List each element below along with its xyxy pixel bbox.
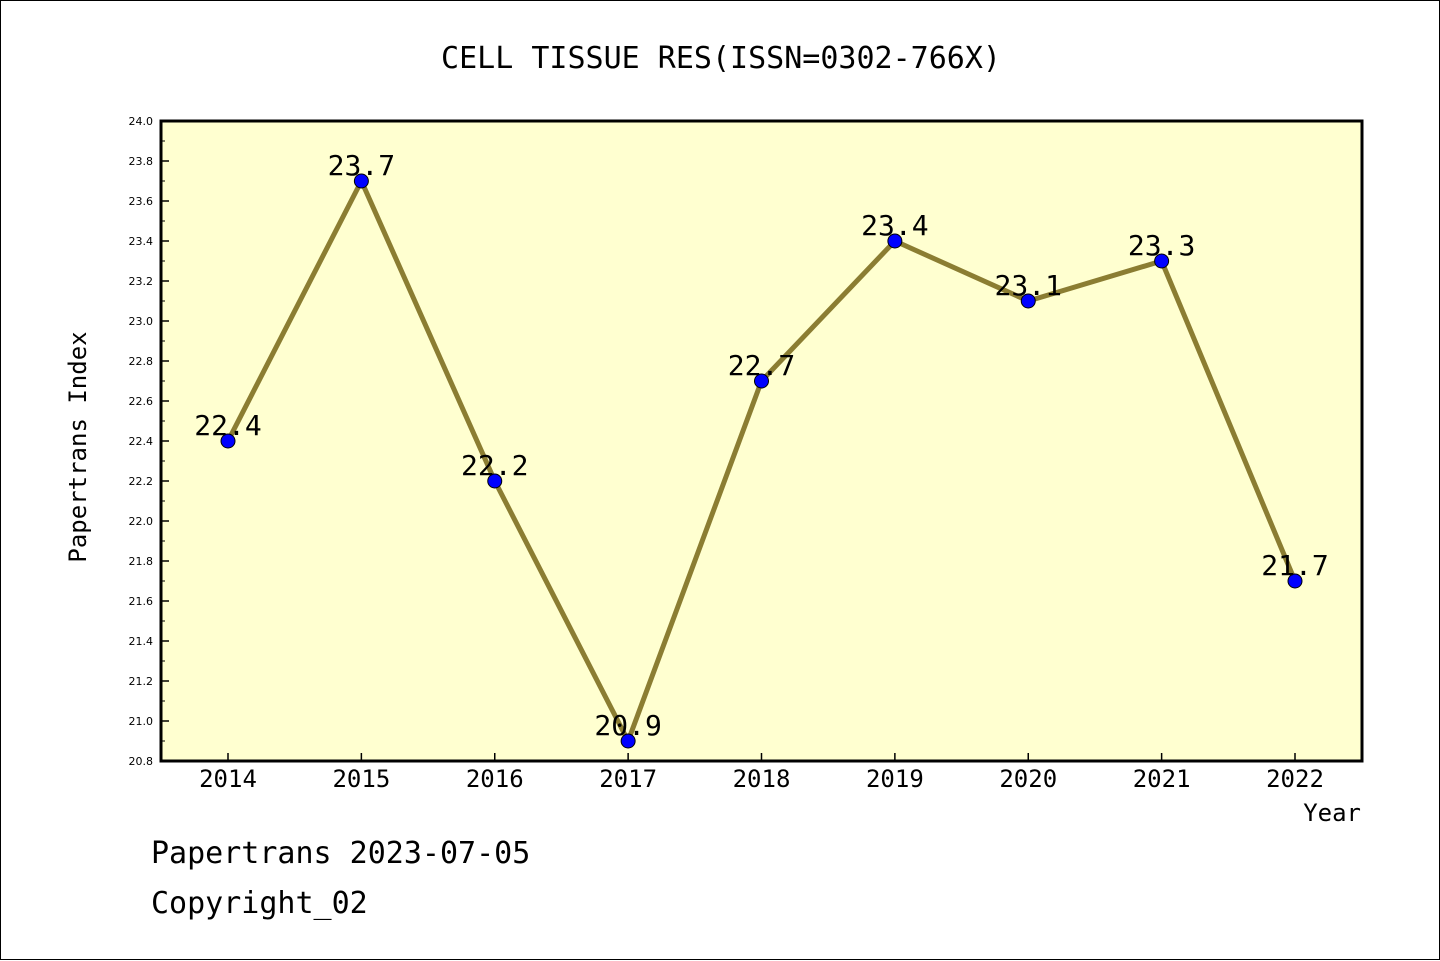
plot-area xyxy=(159,119,1364,763)
data-label: 23.4 xyxy=(861,209,928,242)
x-tick-label: 2020 xyxy=(999,765,1057,793)
footer-date: Papertrans 2023-07-05 xyxy=(151,836,531,871)
y-tick-label: 22.6 xyxy=(129,395,154,408)
x-tick-label: 2017 xyxy=(599,765,657,793)
x-tick-label: 2022 xyxy=(1266,765,1324,793)
x-axis-label: Year xyxy=(1303,799,1361,827)
y-tick-label: 21.6 xyxy=(129,595,154,608)
y-tick-label: 21.4 xyxy=(129,635,154,648)
y-tick-label: 23.6 xyxy=(129,195,154,208)
x-tick-label: 2014 xyxy=(199,765,257,793)
x-axis: 2014 2015 2016 2017 2018 2019 2020 2021 2022 xyxy=(199,753,1324,793)
data-label: 23.1 xyxy=(995,269,1062,302)
data-label: 23.7 xyxy=(328,149,395,182)
x-tick-label: 2019 xyxy=(866,765,924,793)
data-point xyxy=(220,433,236,449)
y-tick-label: 21.2 xyxy=(129,675,154,688)
data-point xyxy=(1020,293,1036,309)
data-labels: 22.4 23.7 22.2 20.9 22.7 23.4 23.1 23.3 21.7 xyxy=(194,149,1328,742)
chart-title: CELL TISSUE RES(ISSN=0302-766X) xyxy=(441,41,1001,76)
y-tick-label: 21.8 xyxy=(129,555,154,568)
data-point xyxy=(887,233,903,249)
x-tick-label: 2015 xyxy=(332,765,390,793)
y-tick-label: 23.0 xyxy=(129,315,154,328)
footer-copyright: Copyright_02 xyxy=(151,886,368,921)
data-label: 22.4 xyxy=(194,409,261,442)
y-tick-label: 22.0 xyxy=(129,515,154,528)
y-tick-label: 22.8 xyxy=(129,355,154,368)
data-points xyxy=(220,173,1303,749)
data-label: 22.2 xyxy=(461,449,528,482)
x-tick-label: 2018 xyxy=(733,765,791,793)
y-tick-label: 23.2 xyxy=(129,275,154,288)
y-tick-label: 22.4 xyxy=(129,435,154,448)
data-point xyxy=(620,733,636,749)
data-point xyxy=(353,173,369,189)
data-point xyxy=(1154,253,1170,269)
y-tick-label: 22.2 xyxy=(129,475,154,488)
y-tick-label: 21.0 xyxy=(129,715,154,728)
data-point xyxy=(754,373,769,389)
data-label: 21.7 xyxy=(1261,549,1328,582)
y-tick-label: 23.8 xyxy=(129,155,154,168)
y-tick-label: 20.8 xyxy=(129,755,154,768)
y-tick-label: 23.4 xyxy=(129,235,154,248)
y-axis-label: Papertrans Index xyxy=(64,331,92,562)
data-point xyxy=(487,473,503,489)
y-axis: 20.8 21.0 21.2 21.4 21.6 21.8 22.0 22.2 22.4 22.6… xyxy=(129,115,169,768)
x-tick-label: 2016 xyxy=(466,765,524,793)
y-tick-label: 24.0 xyxy=(129,115,154,128)
data-label: 20.9 xyxy=(594,709,661,742)
data-label: 23.3 xyxy=(1128,229,1195,262)
data-point xyxy=(1287,573,1303,589)
data-label: 22.7 xyxy=(728,349,795,382)
x-tick-label: 2021 xyxy=(1133,765,1191,793)
